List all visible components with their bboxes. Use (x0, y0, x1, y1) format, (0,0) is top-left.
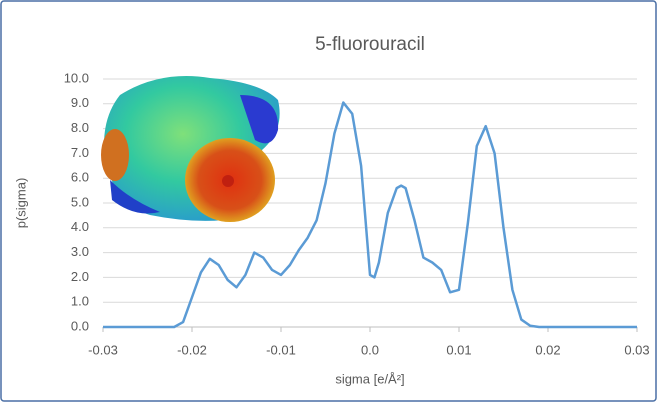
x-tick-label: 0.01 (446, 342, 471, 357)
x-tick-label: 0.0 (361, 342, 379, 357)
x-tick-label: -0.02 (177, 342, 207, 357)
y-tick-label: 9.0 (71, 95, 89, 110)
x-tick-label: 0.03 (624, 342, 649, 357)
x-tick-label: 0.02 (535, 342, 560, 357)
y-tick-label: 10.0 (64, 70, 89, 85)
y-tick-label: 8.0 (71, 120, 89, 135)
y-tick-label: 7.0 (71, 145, 89, 160)
frame (1, 1, 656, 401)
x-tick-label: -0.03 (88, 342, 118, 357)
x-tick-label: -0.01 (266, 342, 296, 357)
y-tick-label: 2.0 (71, 269, 89, 284)
y-tick-label: 3.0 (71, 244, 89, 259)
y-tick-label: 6.0 (71, 170, 89, 185)
y-tick-label: 1.0 (71, 294, 89, 309)
chart: 5-fluorouracil sigma [e/Å²] p(sigma) 0.0… (0, 0, 657, 402)
chart-title: 5-fluorouracil (315, 34, 425, 55)
y-tick-label: 5.0 (71, 194, 89, 209)
y-tick-label: 4.0 (71, 219, 89, 234)
y-axis-label: p(sigma) (13, 178, 28, 229)
x-axis-label: sigma [e/Å²] (335, 371, 404, 386)
y-tick-label: 0.0 (71, 318, 89, 333)
molecule-image (101, 76, 280, 222)
